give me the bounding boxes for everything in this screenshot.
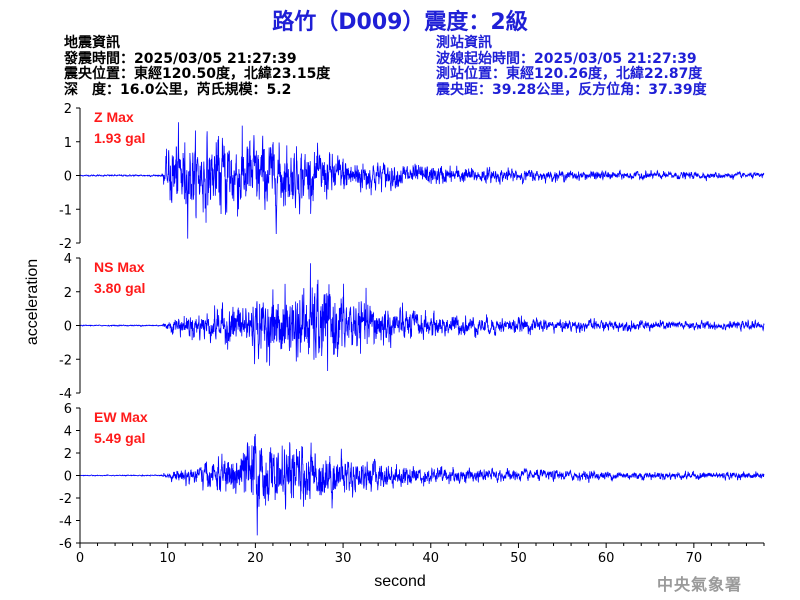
max-value-ns: 3.80 gal <box>94 280 145 296</box>
panel-ns: -4 -2 0 2 4 NS Max 3.80 gal <box>59 252 765 402</box>
y-tick-label: -2 <box>59 492 72 507</box>
panel-z: -2 -1 0 1 2 Z Max 1.93 gal <box>59 102 765 252</box>
agency-watermark: 中央氣象署 <box>657 575 743 594</box>
y-axis-title: acceleration <box>24 259 41 345</box>
x-tick-label: 60 <box>598 551 615 566</box>
page-title: 路竹（D009）震度：2級 <box>272 10 528 35</box>
earthquake-info: 地震資訊 發震時間：2025/03/05 21:27:39 震央位置：東經120… <box>64 35 331 98</box>
station-info: 測站資訊 波線起始時間：2025/03/05 21:27:39 測站位置：東經1… <box>436 35 707 98</box>
max-label-z: Z Max <box>94 109 134 125</box>
max-label-ns: NS Max <box>94 259 145 275</box>
y-tick-label: -6 <box>59 537 72 552</box>
y-tick-label: 0 <box>64 170 72 185</box>
x-tick-label: 40 <box>422 551 439 566</box>
y-tick-label: 2 <box>64 447 72 462</box>
trace-ns-line <box>79 263 765 372</box>
y-tick-label: 4 <box>64 425 72 440</box>
y-tick-label: 6 <box>64 402 72 417</box>
y-tick-label: -4 <box>59 387 72 402</box>
y-tick-label: -1 <box>59 203 72 218</box>
y-tick-label: -2 <box>59 237 72 252</box>
y-tick-label: 0 <box>64 470 72 485</box>
epicentral-distance: 震央距：39.28公里，反方位角：37.39度 <box>436 81 707 98</box>
x-tick-label: 10 <box>159 551 176 566</box>
y-tick-label: 4 <box>64 252 72 267</box>
max-label-ew: EW Max <box>94 409 148 425</box>
epicenter-location: 震央位置：東經120.50度，北緯23.15度 <box>64 66 331 82</box>
x-axis-title: second <box>374 573 426 590</box>
station-location: 測站位置：東經120.26度，北緯22.87度 <box>436 66 703 82</box>
x-tick-label: 20 <box>247 551 264 566</box>
earthquake-info-heading: 地震資訊 <box>64 35 120 51</box>
trace-z-line <box>79 122 765 239</box>
y-tick-label: -4 <box>59 515 72 530</box>
depth-magnitude: 深 度：16.0公里，芮氏規模：5.2 <box>64 81 292 98</box>
station-info-heading: 測站資訊 <box>436 35 492 51</box>
y-tick-label: -2 <box>59 353 72 368</box>
wave-start-time: 波線起始時間：2025/03/05 21:27:39 <box>436 50 697 67</box>
x-tick-label: 30 <box>335 551 352 566</box>
y-tick-label: 0 <box>64 320 72 335</box>
x-tick-label: 70 <box>686 551 703 566</box>
x-tick-label: 50 <box>510 551 527 566</box>
x-tick-label: 0 <box>76 551 84 566</box>
max-value-z: 1.93 gal <box>94 130 145 146</box>
y-tick-label: 2 <box>64 286 72 301</box>
panel-ew: -6 -4 -2 0 2 4 6 EW Max 5.49 gal <box>59 402 765 552</box>
y-tick-label: 1 <box>64 136 72 151</box>
x-axis: 0 10 20 30 40 50 60 70 <box>76 542 765 566</box>
max-value-ew: 5.49 gal <box>94 430 145 446</box>
trace-ew-line <box>79 434 765 536</box>
earthquake-time: 發震時間：2025/03/05 21:27:39 <box>64 50 297 67</box>
y-tick-label: 2 <box>64 102 72 117</box>
